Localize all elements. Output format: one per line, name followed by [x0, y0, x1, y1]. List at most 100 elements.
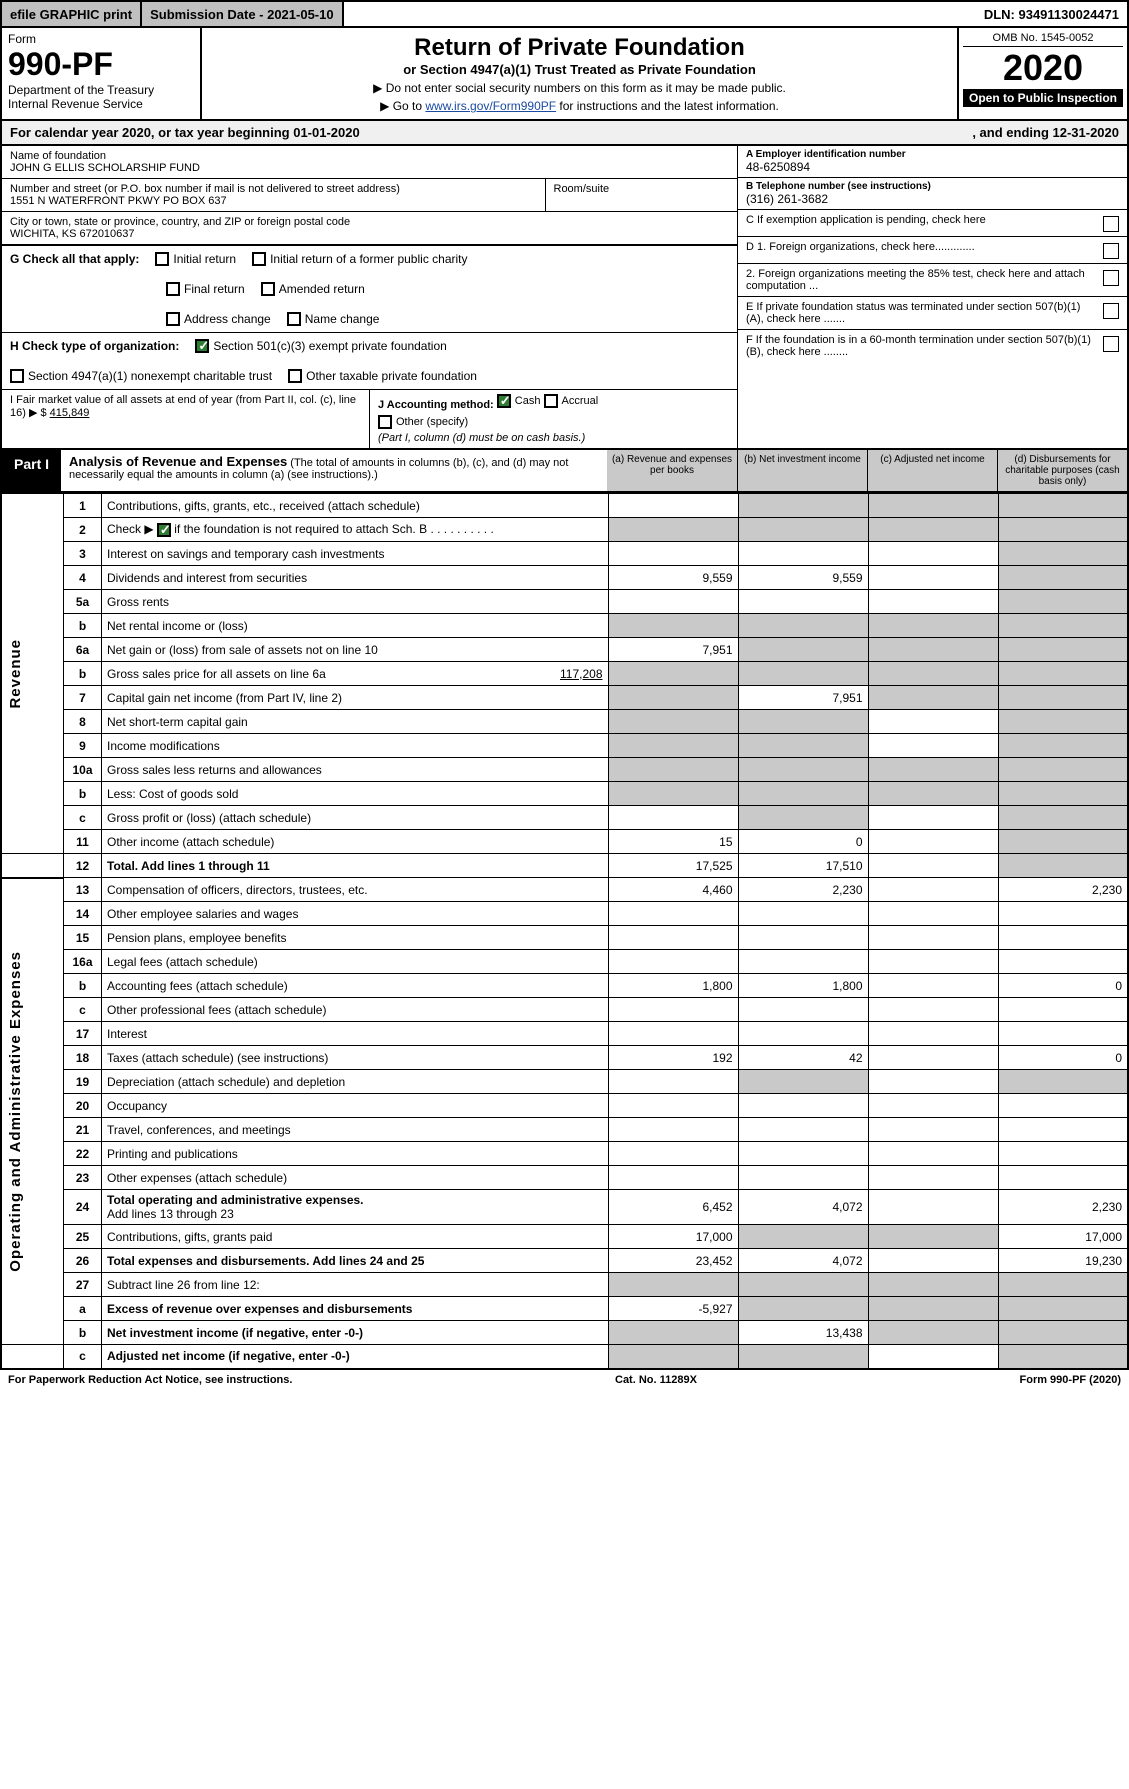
row-1: Contributions, gifts, grants, etc., rece…: [102, 494, 609, 518]
cb-c[interactable]: [1103, 216, 1119, 232]
r4-a: 9,559: [608, 566, 738, 590]
cb-d1[interactable]: [1103, 243, 1119, 259]
row-23: Other expenses (attach schedule): [102, 1166, 609, 1190]
cb-addr-change[interactable]: [166, 312, 180, 326]
r24-b: 4,072: [738, 1190, 868, 1225]
footer-left: For Paperwork Reduction Act Notice, see …: [8, 1374, 292, 1386]
r16b-a: 1,800: [608, 974, 738, 998]
note-link: ▶ Go to www.irs.gov/Form990PF for instru…: [208, 99, 951, 113]
cb-d2[interactable]: [1103, 270, 1119, 286]
row-18: Taxes (attach schedule) (see instruction…: [102, 1046, 609, 1070]
cb-f[interactable]: [1103, 336, 1119, 352]
h-check-row: H Check type of organization: Section 50…: [2, 332, 737, 389]
r18-a: 192: [608, 1046, 738, 1070]
row-10a: Gross sales less returns and allowances: [102, 758, 609, 782]
row-8: Net short-term capital gain: [102, 710, 609, 734]
lbl-501c3: Section 501(c)(3) exempt private foundat…: [213, 339, 446, 353]
lbl-final: Final return: [184, 282, 245, 296]
efile-label[interactable]: efile GRAPHIC print: [2, 2, 142, 26]
r25-d: 17,000: [998, 1225, 1128, 1249]
lbl-name-change: Name change: [305, 312, 380, 326]
cb-name-change[interactable]: [287, 312, 301, 326]
e-label: E If private foundation status was termi…: [746, 301, 1097, 325]
d1-label: D 1. Foreign organizations, check here..…: [746, 241, 975, 253]
r18-d: 0: [998, 1046, 1128, 1070]
part1-title: Analysis of Revenue and Expenses: [69, 454, 287, 469]
dept-label: Department of the Treasury: [8, 83, 194, 97]
r11-a: 15: [608, 830, 738, 854]
cb-e[interactable]: [1103, 303, 1119, 319]
c-label: C If exemption application is pending, c…: [746, 214, 986, 226]
tel-value: (316) 261-3682: [746, 192, 1119, 206]
row-5a: Gross rents: [102, 590, 609, 614]
row-5b: Net rental income or (loss): [102, 614, 609, 638]
part1-tag: Part I: [2, 450, 61, 491]
r16b-d: 0: [998, 974, 1128, 998]
irs-link[interactable]: www.irs.gov/Form990PF: [425, 99, 556, 113]
page-footer: For Paperwork Reduction Act Notice, see …: [0, 1370, 1129, 1390]
cb-schb[interactable]: [157, 523, 171, 537]
row-10b: Less: Cost of goods sold: [102, 782, 609, 806]
h-label: H Check type of organization:: [10, 339, 179, 353]
row-19: Depreciation (attach schedule) and deple…: [102, 1070, 609, 1094]
cb-initial[interactable]: [155, 252, 169, 266]
cb-accrual[interactable]: [544, 394, 558, 408]
r4-b: 9,559: [738, 566, 868, 590]
form-word: Form: [8, 32, 194, 46]
g-check-row: G Check all that apply: Initial return I…: [2, 245, 737, 332]
row-4: Dividends and interest from securities: [102, 566, 609, 590]
row-17: Interest: [102, 1022, 609, 1046]
row-9: Income modifications: [102, 734, 609, 758]
r18-b: 42: [738, 1046, 868, 1070]
row-16c: Other professional fees (attach schedule…: [102, 998, 609, 1022]
cb-final[interactable]: [166, 282, 180, 296]
row-2: Check ▶ if the foundation is not require…: [102, 518, 609, 542]
lbl-addr-change: Address change: [184, 312, 271, 326]
row-2-post: if the foundation is not required to att…: [174, 522, 427, 536]
row-7: Capital gain net income (from Part IV, l…: [102, 686, 609, 710]
row-21: Travel, conferences, and meetings: [102, 1118, 609, 1142]
ein-value: 48-6250894: [746, 160, 1119, 174]
omb-number: OMB No. 1545-0052: [963, 32, 1123, 47]
cb-initial-former[interactable]: [252, 252, 266, 266]
room-label: Room/suite: [554, 183, 730, 195]
col-a-header: (a) Revenue and expenses per books: [607, 450, 737, 491]
cb-other-method[interactable]: [378, 415, 392, 429]
revenue-side-label: Revenue: [7, 639, 24, 709]
row-11: Other income (attach schedule): [102, 830, 609, 854]
row-27c: Adjusted net income (if negative, enter …: [102, 1345, 609, 1369]
cb-4947[interactable]: [10, 369, 24, 383]
cb-cash[interactable]: [497, 394, 511, 408]
dln-label: DLN: 93491130024471: [976, 2, 1127, 26]
city-label: City or town, state or province, country…: [10, 216, 729, 228]
row-24-sub: Add lines 13 through 23: [107, 1207, 234, 1221]
r13-a: 4,460: [608, 878, 738, 902]
cb-other-taxable[interactable]: [288, 369, 302, 383]
form-number: 990-PF: [8, 46, 194, 83]
calendar-year-row: For calendar year 2020, or tax year begi…: [0, 121, 1129, 146]
footer-mid: Cat. No. 11289X: [615, 1374, 697, 1386]
subtitle: or Section 4947(a)(1) Trust Treated as P…: [208, 62, 951, 77]
note-link-post: for instructions and the latest informat…: [559, 99, 778, 113]
cb-amended[interactable]: [261, 282, 275, 296]
r6b-val: 117,208: [560, 667, 603, 681]
row-16a: Legal fees (attach schedule): [102, 950, 609, 974]
row-6b-pre: Gross sales price for all assets on line…: [107, 667, 326, 681]
name-label: Name of foundation: [10, 150, 729, 162]
lbl-amended: Amended return: [279, 282, 365, 296]
tax-year: 2020: [963, 47, 1123, 89]
row-6a: Net gain or (loss) from sale of assets n…: [102, 638, 609, 662]
row-24-title: Total operating and administrative expen…: [107, 1193, 364, 1207]
j-note: (Part I, column (d) must be on cash basi…: [378, 432, 729, 444]
row-22: Printing and publications: [102, 1142, 609, 1166]
lbl-other-taxable: Other taxable private foundation: [306, 369, 477, 383]
g-label: G Check all that apply:: [10, 252, 139, 266]
f-label: F If the foundation is in a 60-month ter…: [746, 334, 1097, 358]
cb-501c3[interactable]: [195, 339, 209, 353]
j-label: J Accounting method:: [378, 399, 494, 411]
r11-b: 0: [738, 830, 868, 854]
row-13: Compensation of officers, directors, tru…: [102, 878, 609, 902]
d2-label: 2. Foreign organizations meeting the 85%…: [746, 268, 1097, 292]
part1-header: Part I Analysis of Revenue and Expenses …: [0, 450, 1129, 493]
row-27a: Excess of revenue over expenses and disb…: [102, 1297, 609, 1321]
